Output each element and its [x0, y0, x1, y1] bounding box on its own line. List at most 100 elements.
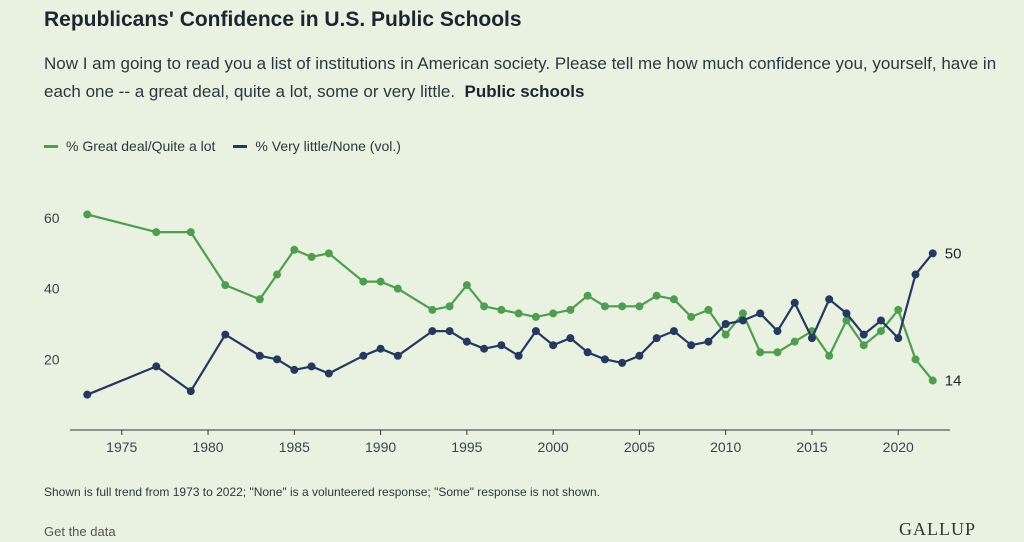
- get-data-link[interactable]: Get the data: [44, 524, 116, 539]
- data-point-great: [324, 249, 333, 258]
- data-point-little: [807, 334, 816, 343]
- data-point-great: [307, 252, 316, 261]
- data-point-little: [876, 316, 885, 325]
- data-point-great: [704, 305, 713, 314]
- data-point-little: [635, 351, 644, 360]
- footnote: Shown is full trend from 1973 to 2022; "…: [44, 485, 601, 499]
- data-point-great: [255, 295, 264, 304]
- data-point-little: [721, 320, 730, 328]
- data-point-little: [497, 341, 506, 350]
- data-point-little: [825, 295, 834, 304]
- data-point-little: [600, 355, 609, 364]
- data-point-great: [359, 277, 368, 286]
- data-point-little: [652, 334, 661, 343]
- data-point-little: [842, 309, 851, 318]
- x-tick-label: 2000: [538, 439, 569, 455]
- data-point-great: [842, 316, 851, 325]
- line-chart: 1975 1980 1985 1990 1995 2000 2005 2010 2015 2020…: [44, 210, 962, 455]
- data-point-great: [393, 284, 402, 293]
- data-point-great: [928, 376, 937, 385]
- data-point-little: [445, 327, 454, 336]
- chart-title: Republicans' Confidence in U.S. Public S…: [44, 8, 522, 31]
- x-tick-label: 2015: [796, 439, 827, 455]
- data-point-great: [531, 312, 540, 321]
- data-point-little: [428, 327, 437, 336]
- data-point-little: [186, 387, 195, 396]
- data-point-great: [773, 348, 782, 357]
- data-point-little: [687, 341, 696, 350]
- data-point-little: [928, 249, 937, 258]
- data-point-great: [894, 305, 903, 314]
- data-point-little: [480, 344, 489, 353]
- data-point-little: [393, 351, 402, 360]
- x-tick-label: 2010: [710, 439, 741, 455]
- data-point-great: [652, 291, 661, 300]
- data-point-great: [600, 302, 609, 311]
- end-label-little: 50: [945, 245, 962, 262]
- y-tick-label: 20: [44, 351, 60, 367]
- data-point-little: [514, 351, 523, 360]
- data-point-great: [911, 355, 920, 364]
- x-tick-label: 1980: [192, 439, 223, 455]
- legend-swatch-great: [44, 144, 58, 148]
- data-point-great: [290, 245, 299, 254]
- x-tick-label: 1990: [365, 439, 396, 455]
- end-label-great: 14: [945, 373, 962, 390]
- data-point-great: [738, 309, 747, 318]
- data-point-great: [721, 330, 730, 339]
- chart-subtitle: Now I am going to read you a list of ins…: [44, 50, 1004, 106]
- data-point-little: [324, 369, 333, 378]
- data-point-little: [290, 365, 299, 374]
- question-text: Now I am going to read you a list of ins…: [44, 54, 997, 101]
- legend-item-great: % Great deal/Quite a lot: [44, 138, 215, 154]
- data-point-little: [531, 327, 540, 336]
- data-point-little: [152, 362, 161, 371]
- data-point-great: [462, 281, 471, 290]
- series-line-great: [87, 213, 934, 382]
- data-point-little: [859, 330, 868, 339]
- data-point-great: [273, 270, 282, 279]
- data-point-little: [583, 348, 592, 357]
- data-point-great: [445, 302, 454, 311]
- data-point-little: [773, 327, 782, 336]
- data-point-great: [859, 341, 868, 350]
- data-point-little: [255, 351, 264, 360]
- data-point-little: [911, 270, 920, 279]
- legend-label-great: % Great deal/Quite a lot: [66, 138, 216, 154]
- data-point-little: [790, 298, 799, 307]
- data-point-little: [273, 355, 282, 364]
- data-point-little: [549, 341, 558, 350]
- x-tick-label: 1985: [279, 439, 310, 455]
- data-point-great: [83, 210, 92, 219]
- data-point-great: [497, 305, 506, 314]
- data-point-little: [359, 351, 368, 360]
- data-point-great: [549, 309, 558, 318]
- y-tick-label: 40: [44, 281, 60, 297]
- data-point-great: [152, 228, 161, 237]
- data-point-little: [83, 390, 92, 399]
- data-point-little: [704, 337, 713, 346]
- legend: % Great deal/Quite a lot % Very little/N…: [44, 138, 401, 154]
- x-tick-label: 2005: [624, 439, 655, 455]
- topic-label: Public schools: [464, 82, 585, 101]
- data-point-great: [825, 351, 834, 360]
- legend-swatch-little: [233, 144, 248, 148]
- data-point-great: [687, 312, 696, 321]
- gallup-logo: GALLUP: [899, 519, 976, 539]
- data-point-great: [876, 327, 885, 336]
- x-tick-label: 2020: [883, 439, 914, 455]
- data-point-little: [221, 330, 230, 339]
- data-point-great: [790, 337, 799, 346]
- x-tick-label: 1995: [451, 439, 482, 455]
- series-line-little: [86, 252, 934, 396]
- data-point-great: [186, 228, 195, 237]
- data-point-little: [738, 316, 747, 325]
- data-point-little: [307, 362, 316, 371]
- x-tick-label: 1975: [106, 439, 137, 455]
- data-point-little: [669, 327, 678, 336]
- data-point-great: [566, 305, 575, 314]
- legend-item-little: % Very little/None (vol.): [233, 138, 401, 154]
- data-point-great: [756, 348, 765, 357]
- data-point-little: [756, 309, 765, 318]
- data-point-great: [221, 281, 230, 290]
